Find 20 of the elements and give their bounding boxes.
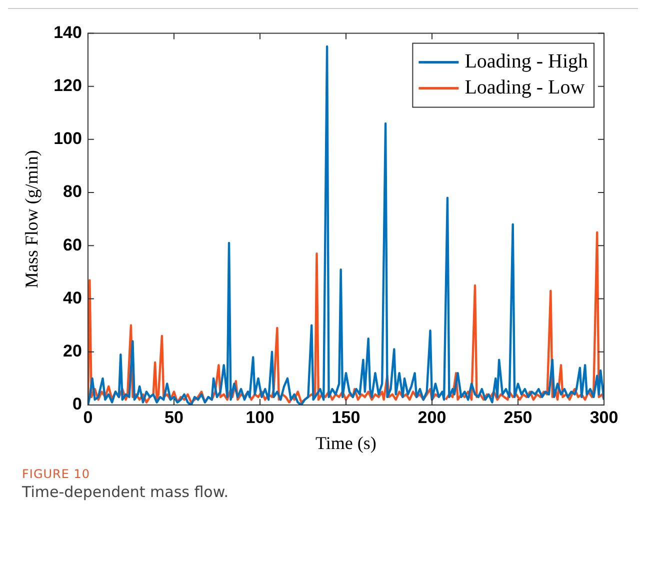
x-tick-label: 100 (246, 408, 274, 427)
caption: FIGURE 10 (22, 467, 92, 481)
y-tick-label: 20 (63, 342, 82, 361)
y-tick-label: 80 (63, 182, 82, 202)
x-tick-label: 200 (418, 408, 446, 427)
y-tick-label: 60 (63, 235, 82, 254)
legend-label: Loading - High (464, 50, 588, 72)
text: Time-dependent mass flow. (22, 483, 230, 501)
legend-label: Loading - Low (464, 76, 586, 98)
x-tick-label: 50 (164, 408, 184, 427)
y-tick-label: 40 (63, 288, 82, 308)
x-tick-label: 300 (590, 408, 618, 427)
y-tick-label: 140 (54, 22, 82, 42)
x-axis-title: Time (s) (316, 432, 376, 453)
y-axis-title: Mass Flow (g/min) (22, 150, 42, 288)
x-tick-label: 150 (332, 408, 360, 427)
y-tick-label: 100 (54, 129, 82, 148)
y-tick-label: 120 (54, 76, 82, 95)
x-tick-label: 250 (504, 408, 532, 427)
y-tick-label: 0 (72, 394, 82, 414)
